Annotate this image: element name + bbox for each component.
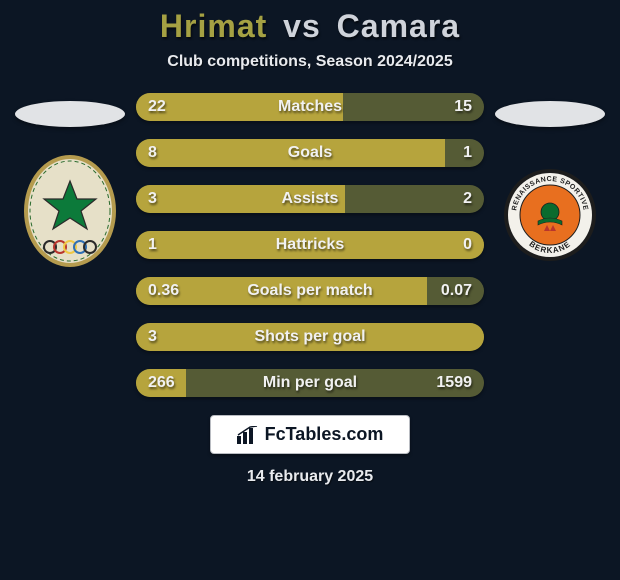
title: Hrimat vs Camara [160,8,460,45]
stat-label: Hattricks [276,236,344,254]
stat-bar: 3 Assists 2 [136,185,484,213]
stat-label: Shots per goal [254,328,365,346]
player2-club-crest: RENAISSANCE SPORTIVE BERKANE [500,155,600,275]
stat-value-player2: 15 [454,98,472,116]
vs-text: vs [283,8,321,44]
stat-bar: 1 Hattricks 0 [136,231,484,259]
player2-name: Camara [337,8,460,44]
stat-label: Goals [288,144,332,162]
stat-value-player1: 3 [148,328,157,346]
stat-value-player2: 1 [463,144,472,162]
stat-bar: 8 Goals 1 [136,139,484,167]
subtitle: Club competitions, Season 2024/2025 [167,53,452,71]
stat-value-player1: 8 [148,144,157,162]
brand-text: FcTables.com [265,424,384,445]
stat-value-player2: 2 [463,190,472,208]
stat-value-player1: 266 [148,374,175,392]
stat-bar: 0.36 Goals per match 0.07 [136,277,484,305]
stat-label: Assists [282,190,339,208]
comparison-card: Hrimat vs Camara Club competitions, Seas… [0,0,620,580]
stat-value-player1: 22 [148,98,166,116]
stat-bar: 3 Shots per goal [136,323,484,351]
player1-plate [15,101,125,127]
stat-value-player2: 0.07 [441,282,472,300]
stat-value-player1: 0.36 [148,282,179,300]
stat-value-player2: 1599 [436,374,472,392]
stat-value-player1: 1 [148,236,157,254]
right-column: RENAISSANCE SPORTIVE BERKANE [490,93,610,275]
player2-plate [495,101,605,127]
date-text: 14 february 2025 [247,468,373,486]
stat-bar: 22 Matches 15 [136,93,484,121]
content-row: 22 Matches 15 8 Goals 1 3 Assists 2 1 Hattricks 0 0.… [0,93,620,397]
stat-label: Min per goal [263,374,357,392]
stats-column: 22 Matches 15 8 Goals 1 3 Assists 2 1 Hattricks 0 0.… [130,93,490,397]
footer: FcTables.com 14 february 2025 [210,415,411,486]
stat-value-player2: 0 [463,236,472,254]
left-column [10,93,130,275]
brand-chart-icon [237,426,259,444]
player1-club-crest [20,155,120,275]
stat-label: Goals per match [247,282,372,300]
player1-name: Hrimat [160,8,267,44]
brand-badge[interactable]: FcTables.com [210,415,411,454]
stat-label: Matches [278,98,342,116]
stat-bar: 266 Min per goal 1599 [136,369,484,397]
stat-value-player1: 3 [148,190,157,208]
